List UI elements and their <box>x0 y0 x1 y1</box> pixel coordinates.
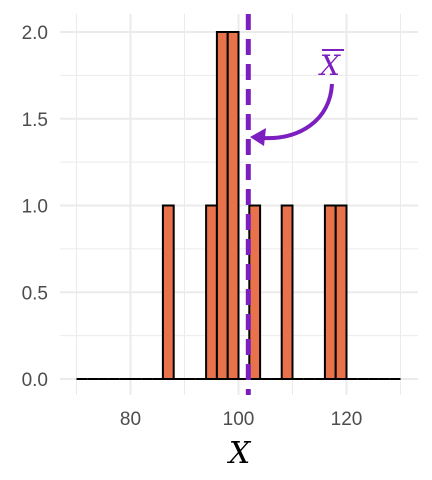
mean-arrowhead <box>250 128 266 146</box>
histogram-bar <box>323 204 337 380</box>
histogram-bar <box>334 204 348 380</box>
histogram-bar <box>226 31 240 380</box>
histogram-bar <box>215 31 229 380</box>
histogram-bars <box>76 31 401 380</box>
mean-label: X̄ <box>318 48 341 82</box>
x-tick-label: 100 <box>223 409 255 430</box>
mean-arrow <box>261 83 334 141</box>
histogram-bar <box>205 204 218 380</box>
histogram-bar <box>280 204 294 380</box>
y-tick-label: 1.0 <box>22 197 48 218</box>
y-tick-label: 0.5 <box>22 283 48 304</box>
y-tick-label: 1.5 <box>22 110 48 131</box>
y-tick-label: 0.0 <box>22 370 48 391</box>
histogram-bar <box>248 204 262 380</box>
x-tick-label: 120 <box>331 409 363 430</box>
x-axis-title: X <box>227 436 252 471</box>
x-tick-label: 80 <box>120 409 141 430</box>
histogram-bar <box>161 204 175 380</box>
y-axis-ticks: 0.0 0.5 1.0 1.5 2.0 <box>22 23 48 391</box>
x-axis-ticks: 80 100 120 <box>120 409 362 430</box>
y-tick-label: 2.0 <box>22 23 48 44</box>
